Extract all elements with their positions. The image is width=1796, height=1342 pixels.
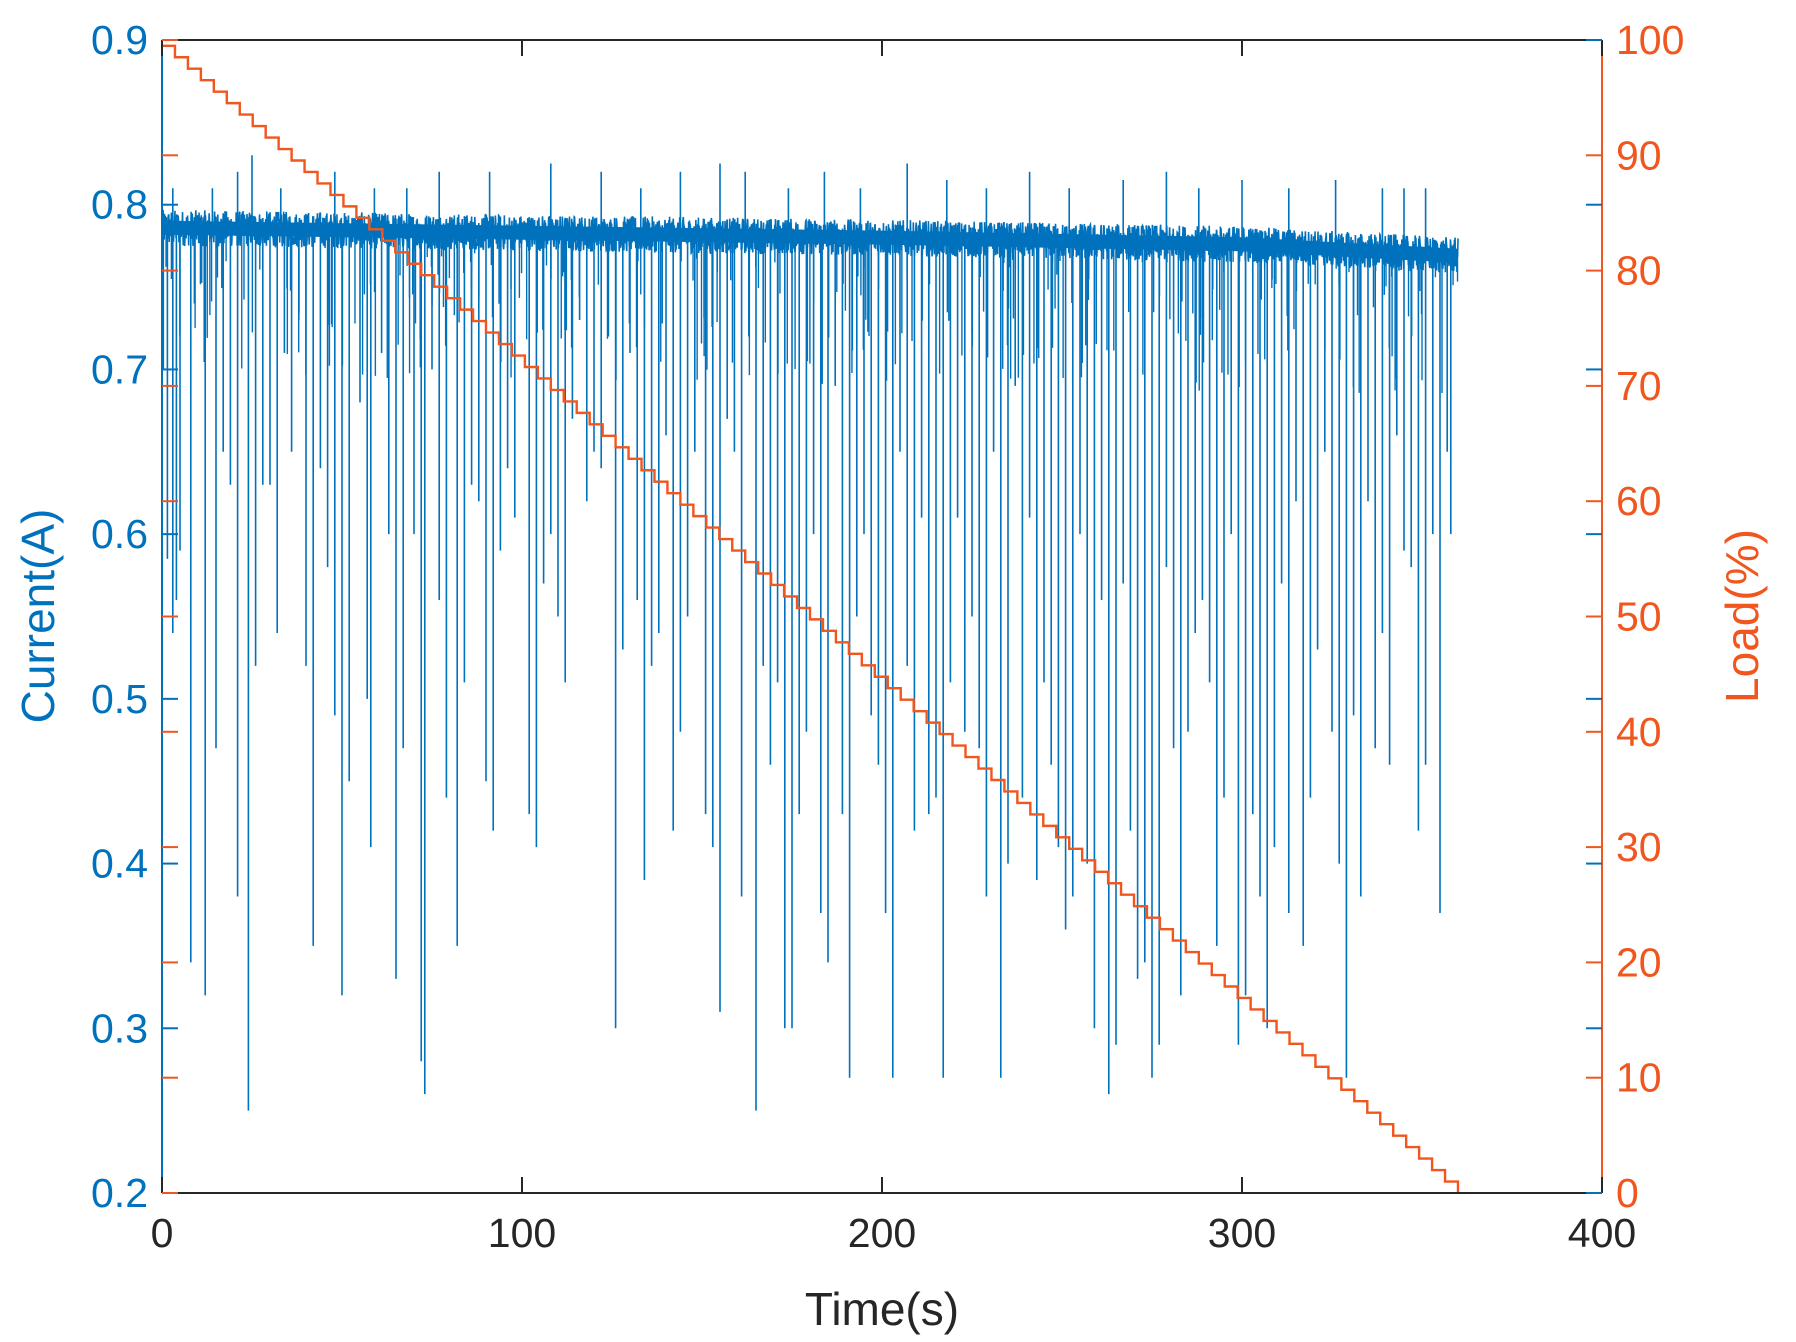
y-right-tick-label: 50 bbox=[1616, 594, 1662, 640]
y-left-tick-label: 0.4 bbox=[91, 841, 148, 887]
x-tick-label: 0 bbox=[151, 1210, 174, 1256]
plot-background bbox=[162, 40, 1602, 1193]
y-right-tick-label: 80 bbox=[1616, 248, 1662, 294]
y-right-tick-label: 10 bbox=[1616, 1055, 1662, 1101]
y-left-axis-title: Current(A) bbox=[12, 509, 64, 724]
y-right-axis-title: Load(%) bbox=[1716, 529, 1768, 703]
y-right-tick-label: 100 bbox=[1616, 17, 1684, 63]
tick-labels: 0 100 200 300 400 0.2 0.3 0.4 0.5 0.6 0.7 0.8 0.9 0 10… bbox=[91, 17, 1684, 1256]
x-tick-label: 100 bbox=[488, 1210, 556, 1256]
y-right-tick-label: 60 bbox=[1616, 478, 1662, 524]
y-left-tick-label: 0.8 bbox=[91, 182, 148, 228]
y-right-tick-label: 20 bbox=[1616, 939, 1662, 985]
current-band-core bbox=[161, 220, 1459, 263]
load-series bbox=[162, 44, 1460, 1193]
x-tick-label: 200 bbox=[848, 1210, 916, 1256]
y-left-tick-label: 0.6 bbox=[91, 511, 148, 557]
y-left-tick-label: 0.7 bbox=[91, 346, 148, 392]
y-right-tick-label: 40 bbox=[1616, 709, 1662, 755]
x-tick-label: 400 bbox=[1568, 1210, 1636, 1256]
y-right-tick-label: 30 bbox=[1616, 824, 1662, 870]
current-series bbox=[161, 155, 1459, 1111]
y-left-tick-label: 0.9 bbox=[91, 17, 148, 63]
y-left-tick-label: 0.5 bbox=[91, 676, 148, 722]
y-right-tick-label: 70 bbox=[1616, 363, 1662, 409]
load-staircase-line bbox=[162, 44, 1460, 1193]
y-right-tick-label: 90 bbox=[1616, 132, 1662, 178]
axes bbox=[161, 39, 1603, 1194]
x-axis-title: Time(s) bbox=[805, 1283, 959, 1335]
y-left-tick-label: 0.2 bbox=[91, 1170, 148, 1216]
y-left-tick-label: 0.3 bbox=[91, 1005, 148, 1051]
x-tick-label: 300 bbox=[1208, 1210, 1276, 1256]
y-right-tick-label: 0 bbox=[1616, 1170, 1639, 1216]
